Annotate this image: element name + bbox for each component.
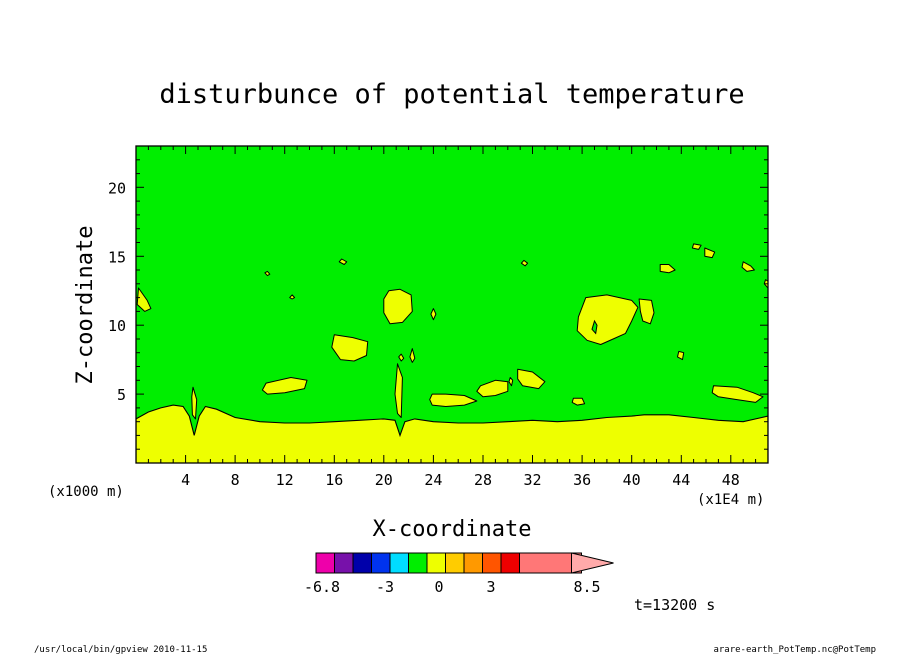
contour-region-24 xyxy=(741,261,755,272)
colorbar-swatch xyxy=(500,552,520,574)
colorbar-swatch xyxy=(463,552,483,574)
colorbar-label: 3 xyxy=(486,578,495,596)
contour-region-20 xyxy=(659,264,676,274)
contour-region-7 xyxy=(289,294,296,300)
x-tick-label: 24 xyxy=(424,471,442,489)
y-tick-label: 20 xyxy=(108,179,126,197)
y-tick-label: 5 xyxy=(117,386,126,404)
contour-region-1 xyxy=(191,386,198,420)
x-tick-label: 44 xyxy=(672,471,690,489)
contour-region-2 xyxy=(394,363,403,418)
contour-region-22 xyxy=(691,243,702,250)
x-tick-label: 8 xyxy=(231,471,240,489)
colorbar-extension xyxy=(571,552,614,574)
y-axis: 5 10 15 20 xyxy=(108,159,768,450)
x-axis-title: X-coordinate xyxy=(373,517,532,542)
colorbar-swatch xyxy=(352,552,372,574)
y-tick-label: 15 xyxy=(108,248,126,266)
plot-area xyxy=(135,145,769,464)
contour-region-26 xyxy=(520,259,529,267)
colorbar-label: -6.8 xyxy=(304,578,340,596)
contour-region-15 xyxy=(508,377,514,387)
contour-region-9 xyxy=(430,308,437,321)
contour-region-14 xyxy=(476,379,509,398)
footer-right: arare-earth_PotTemp.nc@PotTemp xyxy=(713,645,876,654)
contour-region-5 xyxy=(264,270,271,277)
colorbar-swatch xyxy=(482,552,502,574)
colorbar-label: 0 xyxy=(434,578,443,596)
colorbar-swatch xyxy=(408,552,428,574)
colorbar-label: -3 xyxy=(376,578,394,596)
x-tick-label: 40 xyxy=(623,471,641,489)
contour-region-4 xyxy=(136,287,152,312)
y-tick-label: 10 xyxy=(108,317,126,335)
colorbar-label: 8.5 xyxy=(573,578,600,596)
contour-region-19 xyxy=(638,298,655,325)
x-tick-label: 4 xyxy=(181,471,190,489)
colorbar: -6.8 -3 0 3 8.5 xyxy=(304,552,614,596)
contour-region-18 xyxy=(576,294,639,345)
contour-region-11 xyxy=(409,348,416,363)
contour-region-17 xyxy=(571,397,586,406)
chart-title: disturbunce of potential temperature xyxy=(159,79,744,110)
colorbar-swatch xyxy=(371,552,391,574)
x-unit-label: (x1E4 m) xyxy=(697,492,764,508)
x-tick-label: 12 xyxy=(276,471,294,489)
x-tick-label: 20 xyxy=(375,471,393,489)
contour-region-13 xyxy=(429,393,478,407)
contour-region-21 xyxy=(677,350,685,361)
x-tick-label: 48 xyxy=(722,471,740,489)
surface-warm-layer xyxy=(136,404,768,463)
colorbar-swatch xyxy=(445,552,465,574)
time-label: t=13200 s xyxy=(634,596,715,614)
contour-region-8 xyxy=(383,288,413,325)
contour-hole-1 xyxy=(591,319,598,335)
colorbar-swatch xyxy=(389,552,409,574)
x-tick-label: 32 xyxy=(523,471,541,489)
x-axis: 4 8 12 16 20 24 28 32 36 40 44 48 xyxy=(147,146,757,489)
contour-region-6 xyxy=(338,258,348,265)
footer-left: /usr/local/bin/gpview 2010-11-15 xyxy=(34,645,207,654)
colorbar-swatch xyxy=(334,552,354,574)
contour-region-23 xyxy=(704,247,716,259)
colorbar-swatch xyxy=(426,552,446,574)
contour-region-12 xyxy=(261,377,308,395)
plot-background xyxy=(136,146,768,463)
x-tick-label: 36 xyxy=(573,471,591,489)
contour-region-3 xyxy=(398,353,405,362)
y-axis-title: Z-coordinate xyxy=(73,226,98,385)
x-tick-label: 28 xyxy=(474,471,492,489)
x-tick-label: 16 xyxy=(325,471,343,489)
y-unit-label: (x1000 m) xyxy=(48,484,124,500)
plot-frame xyxy=(135,145,769,464)
contour-region-27 xyxy=(711,385,764,403)
colorbar-swatch xyxy=(315,552,335,574)
contour-region-16 xyxy=(517,368,546,390)
contour-region-10 xyxy=(331,334,369,362)
